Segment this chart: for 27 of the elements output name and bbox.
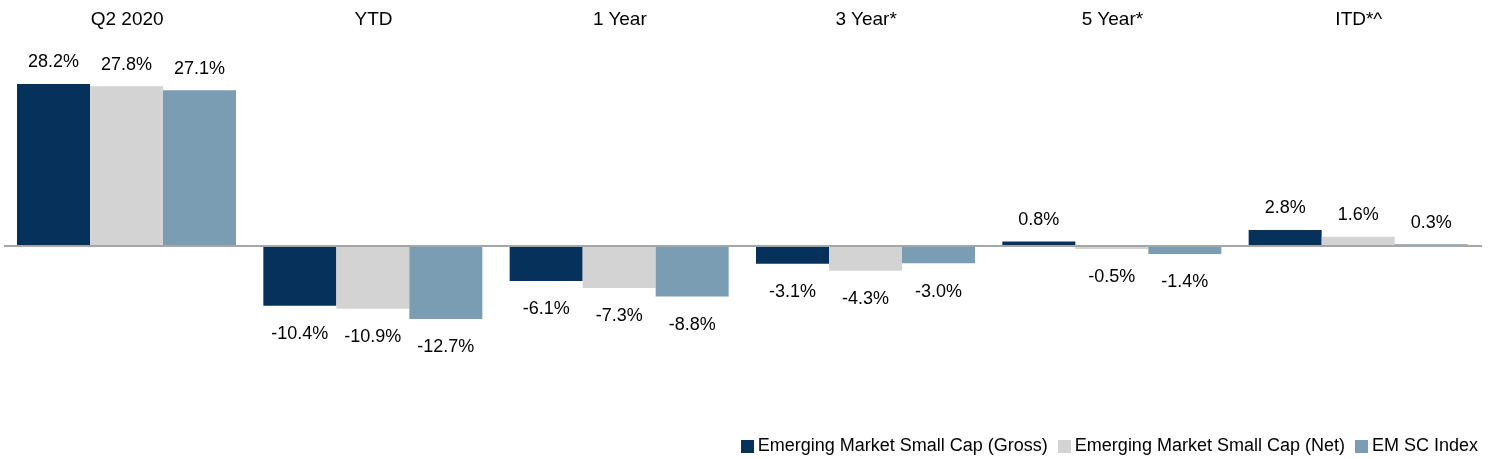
data-label: -0.5%	[1088, 266, 1136, 287]
data-label: -10.4%	[271, 323, 329, 344]
data-label: -3.0%	[914, 280, 963, 301]
legend-label: Emerging Market Small Cap (Gross)	[757, 435, 1048, 455]
data-label: 2.8%	[1264, 197, 1306, 218]
data-label: -4.3%	[841, 288, 890, 309]
data-label: -12.7%	[417, 336, 475, 357]
x-tick-label: 3 Year*	[835, 8, 898, 29]
x-tick-label: 1 Year	[592, 8, 648, 29]
data-label: -10.9%	[344, 325, 402, 346]
data-label: 0.3%	[1410, 211, 1452, 232]
legend-label: Emerging Market Small Cap (Net)	[1074, 435, 1345, 455]
data-label: -3.1%	[768, 281, 817, 302]
data-label: 1.6%	[1337, 204, 1379, 225]
data-label: -1.4%	[1161, 271, 1209, 292]
x-tick-label: ITD*^	[1335, 8, 1383, 29]
legend-label: EM SC Index	[1371, 435, 1478, 455]
data-label: 27.8%	[100, 53, 153, 74]
data-label: 0.8%	[1018, 208, 1060, 229]
x-tick-label: Q2 2020	[90, 8, 164, 29]
data-label: 27.1%	[173, 57, 226, 78]
data-label: -6.1%	[522, 298, 570, 319]
data-label: -8.8%	[668, 313, 716, 334]
data-label: -7.3%	[595, 305, 643, 326]
x-tick-label: YTD	[354, 8, 393, 29]
data-label: 28.2%	[27, 51, 80, 72]
x-tick-label: 5 Year*	[1081, 8, 1144, 29]
